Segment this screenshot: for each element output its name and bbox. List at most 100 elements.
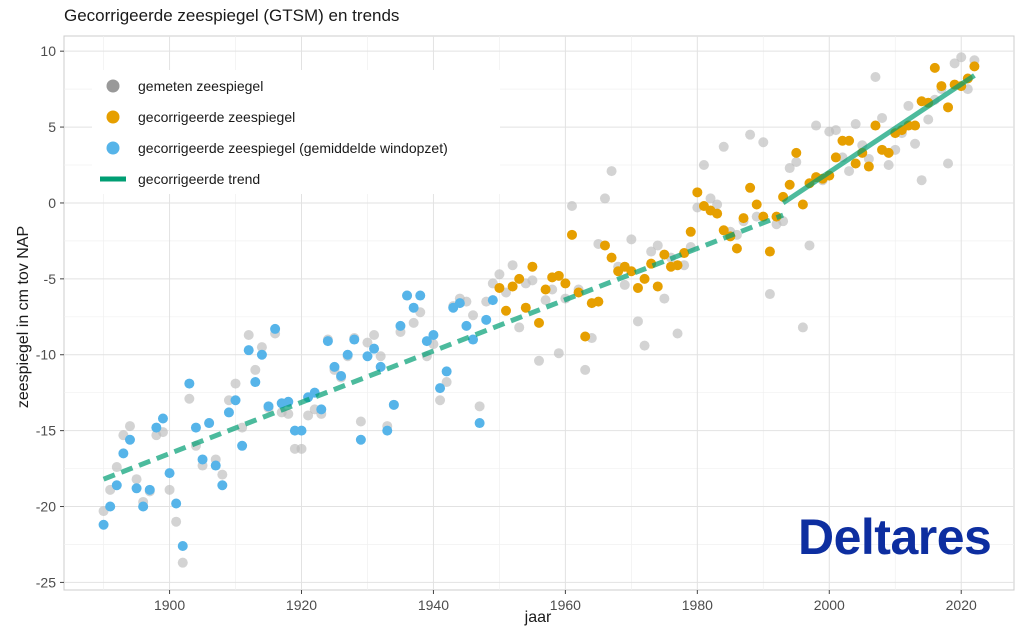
data-point [784, 179, 795, 190]
data-point [870, 120, 881, 131]
data-point [804, 240, 815, 251]
data-point [303, 410, 314, 421]
data-point [355, 434, 366, 445]
data-point [830, 152, 841, 163]
data-point [652, 240, 663, 251]
data-point [250, 377, 261, 388]
data-point [949, 58, 960, 69]
x-tick-label: 2000 [814, 597, 845, 613]
data-point [712, 208, 723, 219]
data-point [646, 246, 657, 257]
data-point [514, 322, 525, 333]
data-point [144, 484, 155, 495]
chart-title: Gecorrigeerde zeespiegel (GTSM) en trend… [64, 6, 400, 25]
x-axis-label: jaar [524, 609, 552, 626]
data-point [606, 252, 617, 263]
y-tick-label: -10 [36, 347, 56, 363]
data-point [573, 287, 584, 298]
data-point [322, 336, 333, 347]
data-point [692, 187, 703, 198]
data-point [797, 322, 808, 333]
data-point [606, 166, 617, 177]
data-point [190, 422, 201, 433]
y-tick-label: -25 [36, 574, 56, 590]
data-point [652, 281, 663, 292]
data-point [863, 153, 874, 164]
data-point [560, 278, 571, 289]
data-point [441, 377, 452, 388]
data-point [626, 266, 637, 277]
y-tick-label: 10 [40, 43, 56, 59]
data-point [698, 160, 709, 171]
data-point [435, 383, 446, 394]
data-point [705, 193, 716, 204]
data-point [877, 112, 888, 123]
data-point [481, 314, 492, 325]
data-point [223, 407, 234, 418]
data-point [632, 316, 643, 327]
x-tick-labels: 1900 1920 1940 1960 1980 2000 2020 [154, 590, 977, 613]
data-point [811, 120, 822, 131]
data-point [197, 454, 208, 465]
data-point [336, 370, 347, 381]
data-point [355, 416, 366, 427]
data-point [672, 328, 683, 339]
x-tick-label: 1980 [682, 597, 713, 613]
data-point [863, 161, 874, 172]
data-point [204, 418, 215, 429]
data-point [566, 200, 577, 211]
data-point [943, 102, 954, 113]
data-point [415, 290, 426, 301]
data-point [580, 364, 591, 375]
data-point [441, 366, 452, 377]
data-point [659, 249, 670, 260]
data-point [956, 52, 967, 63]
data-point [362, 337, 373, 348]
data-point [111, 462, 122, 473]
legend-label: gecorrigeerde zeespiegel (gemiddelde win… [138, 140, 448, 156]
data-point [566, 229, 577, 240]
data-point [580, 331, 591, 342]
data-point [474, 401, 485, 412]
trend-lines [102, 73, 976, 482]
data-point [969, 61, 980, 72]
data-point [382, 425, 393, 436]
data-point [527, 261, 538, 272]
data-point [553, 270, 564, 281]
data-point [540, 284, 551, 295]
data-point [639, 340, 650, 351]
data-point [751, 199, 762, 210]
data-point [329, 361, 340, 372]
data-point [243, 330, 254, 341]
data-point [784, 163, 795, 174]
data-point [850, 158, 861, 169]
data-point [718, 141, 729, 152]
data-point [540, 295, 551, 306]
data-point [362, 351, 373, 362]
y-tick-labels: -25 -20 -15 -10 -5 0 5 10 [36, 43, 64, 590]
data-point [626, 234, 637, 245]
data-point [184, 393, 195, 404]
data-point [507, 260, 518, 271]
data-point [659, 293, 670, 304]
x-tick-label: 2020 [946, 597, 977, 613]
trend-line-dashed [102, 212, 785, 482]
data-point [599, 240, 610, 251]
data-point [494, 269, 505, 280]
data-point [943, 158, 954, 169]
data-point [916, 175, 927, 186]
data-point [402, 290, 413, 301]
data-point [791, 147, 802, 158]
data-point [501, 305, 512, 316]
data-point [454, 298, 465, 309]
data-point [435, 395, 446, 406]
data-point [177, 557, 188, 568]
legend-background [92, 70, 500, 194]
data-point [184, 378, 195, 389]
data-point [256, 349, 267, 360]
data-point [395, 320, 406, 331]
data-point [738, 213, 749, 224]
data-point [883, 160, 894, 171]
data-point [923, 114, 934, 125]
